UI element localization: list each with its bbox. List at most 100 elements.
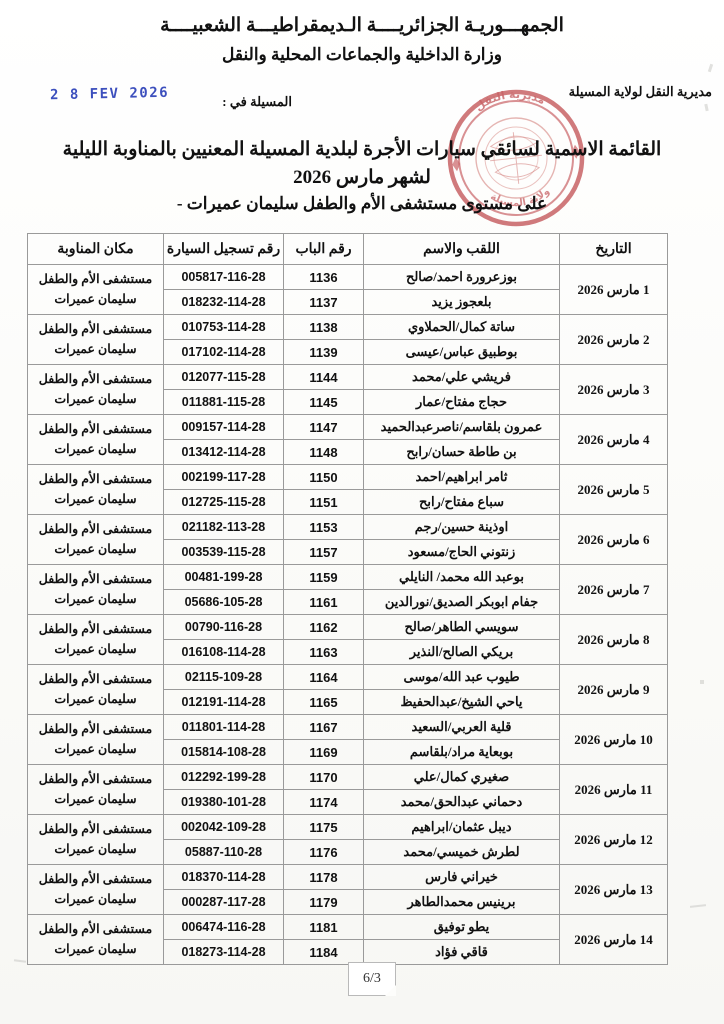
duty-place-line-2: سليمان عميرات [54,541,137,556]
column-header-date: التاريخ [559,233,668,265]
cell-name: جفام ابوبكر الصديق/نورالدين [363,589,560,615]
cell-name: ياحي الشيخ/عبدالحفيظ [363,689,560,715]
cell-door-number: 1138 [283,314,364,340]
scan-speck [689,904,707,908]
cell-duty-place: مستشفى الأم والطفل سليمان عميرات [27,864,164,915]
cell-name: دحماني عبدالحق/محمد [363,789,560,815]
column-header-reg: رقم تسجيل السيارة [163,233,284,265]
duty-place-line-2: سليمان عميرات [54,641,137,656]
cell-name: ساتة كمال/الحملاوي [363,314,560,340]
cell-door-number: 1165 [283,689,364,715]
cell-duty-place: مستشفى الأم والطفل سليمان عميرات [27,614,164,665]
cell-door-number: 1137 [283,289,364,315]
cell-registration-number: 018232-114-28 [163,289,284,315]
cell-date: 9 مارس 2026 [559,664,668,715]
duty-place-line-1: مستشفى الأم والطفل [38,372,153,387]
cell-name: بن طاطة حسان/رابح [363,439,560,465]
cell-door-number: 1157 [283,539,364,565]
table-row: 12 مارس 2026 ديبل عثمان/ابراهيم 1175 002042… [27,814,668,865]
cell-name: بلعجوز يزيد [363,289,560,315]
table-row: 3 مارس 2026 فريشي علي/محمد 1144 012077-115-… [27,364,668,415]
table-row: 4 مارس 2026 عمرون بلقاسم/ناصرعبدالحميد 114… [27,414,668,465]
table-row: 11 مارس 2026 صغيري كمال/علي 1170 012292-199… [27,764,668,815]
duty-place-line-1: مستشفى الأم والطفل [38,772,153,787]
table-row: 13 مارس 2026 خيراني فارس 1178 018370-114-28… [27,864,668,915]
table-row: بريكي الصالح/النذير 1163 016108-114-28 [28,639,668,665]
cell-name: حجاج مفتاح/عمار [363,389,560,415]
cell-registration-number: 019380-101-28 [163,789,284,815]
cell-door-number: 1176 [283,839,364,865]
page-marker: 6/3 [348,962,396,996]
cell-name: سباع مفتاح/رابح [363,489,560,515]
scan-speck [13,959,27,963]
cell-door-number: 1161 [283,589,364,615]
cell-name: بوبعاية مراد/بلقاسم [363,739,560,765]
cell-duty-place: مستشفى الأم والطفل سليمان عميرات [27,314,164,365]
cell-name: لطرش خميسي/محمد [363,839,560,865]
title-line-2: لشهر مارس 2026 [293,166,431,188]
cell-door-number: 1148 [283,439,364,465]
cell-date: 5 مارس 2026 [559,464,668,515]
table-row: قاقي فؤاد 1184 018273-114-28 [28,939,668,965]
table-row: حجاج مفتاح/عمار 1145 011881-115-28 [28,389,668,415]
cell-name: بوطبيق عباس/عيسى [363,339,560,365]
cell-date: 1 مارس 2026 [559,264,668,315]
cell-registration-number: 012725-115-28 [163,489,284,515]
cell-name: بوزعرورة احمد/صالح [363,264,560,290]
cell-registration-number: 018370-114-28 [163,864,284,890]
table-row: بوبعاية مراد/بلقاسم 1169 015814-108-28 [28,739,668,765]
cell-duty-place: مستشفى الأم والطفل سليمان عميرات [27,764,164,815]
cell-registration-number: 000287-117-28 [163,889,284,915]
cell-duty-place: مستشفى الأم والطفل سليمان عميرات [27,414,164,465]
cell-name: صغيري كمال/علي [363,764,560,790]
cell-registration-number: 003539-115-28 [163,539,284,565]
document-title: القائمة الاسمية لسائقي سيارات الأجرة لبل… [0,136,724,217]
cell-name: عمرون بلقاسم/ناصرعبدالحميد [363,414,560,440]
cell-door-number: 1150 [283,464,364,490]
duty-place-line-1: مستشفى الأم والطفل [38,872,153,887]
table-row: 8 مارس 2026 سويسي الطاهر/صالح 1162 00790-11… [27,614,668,665]
cell-door-number: 1139 [283,339,364,365]
duty-place-line-2: سليمان عميرات [54,341,137,356]
cell-date: 14 مارس 2026 [559,914,668,965]
duty-place-line-2: سليمان عميرات [54,291,137,306]
cell-date: 12 مارس 2026 [559,814,668,865]
scan-speck [700,680,704,684]
cell-name: قلية العربي/السعيد [363,714,560,740]
scan-speck [707,63,714,73]
cell-registration-number: 002042-109-28 [163,814,284,840]
cell-registration-number: 013412-114-28 [163,439,284,465]
directorate-label: مديرية النقل لولاية المسيلة [568,84,712,99]
duty-place-line-1: مستشفى الأم والطفل [38,272,153,287]
table-row: برينيس محمدالطاهر 1179 000287-117-28 [28,889,668,915]
cell-door-number: 1175 [283,814,364,840]
duty-place-line-1: مستشفى الأم والطفل [38,472,153,487]
cell-door-number: 1145 [283,389,364,415]
cell-door-number: 1163 [283,639,364,665]
table-row: زنتوني الحاج/مسعود 1157 003539-115-28 [28,539,668,565]
cell-registration-number: 002199-117-28 [163,464,284,490]
subheader: مديرية النقل لولاية المسيلة المسيلة في : [0,84,724,114]
cell-registration-number: 018273-114-28 [163,939,284,965]
duty-place-line-1: مستشفى الأم والطفل [38,672,153,687]
cell-registration-number: 005817-116-28 [163,264,284,290]
table-row: 14 مارس 2026 يطو توفيق 1181 006474-116-28 مس… [27,914,668,965]
cell-registration-number: 012077-115-28 [163,364,284,390]
cell-duty-place: مستشفى الأم والطفل سليمان عميرات [27,714,164,765]
duty-place-line-2: سليمان عميرات [54,941,137,956]
duty-place-line-1: مستشفى الأم والطفل [38,822,153,837]
cell-door-number: 1174 [283,789,364,815]
cell-name: اوذينة حسين/رجم [363,514,560,540]
cell-date: 4 مارس 2026 [559,414,668,465]
cell-name: ديبل عثمان/ابراهيم [363,814,560,840]
cell-duty-place: مستشفى الأم والطفل سليمان عميرات [27,564,164,615]
cell-name: بوعبد الله محمد/ النايلي [363,564,560,590]
duty-place-line-1: مستشفى الأم والطفل [38,922,153,937]
reception-date-stamp: 2 8 FEV 2026 [49,84,170,104]
duty-place-line-2: سليمان عميرات [54,741,137,756]
place-date-label: المسيلة في : [222,94,292,109]
column-header-place: مكان المناوبة [27,233,164,265]
cell-registration-number: 011881-115-28 [163,389,284,415]
table-row: 2 مارس 2026 ساتة كمال/الحملاوي 1138 010753-… [27,314,668,365]
duty-place-line-1: مستشفى الأم والطفل [38,722,153,737]
